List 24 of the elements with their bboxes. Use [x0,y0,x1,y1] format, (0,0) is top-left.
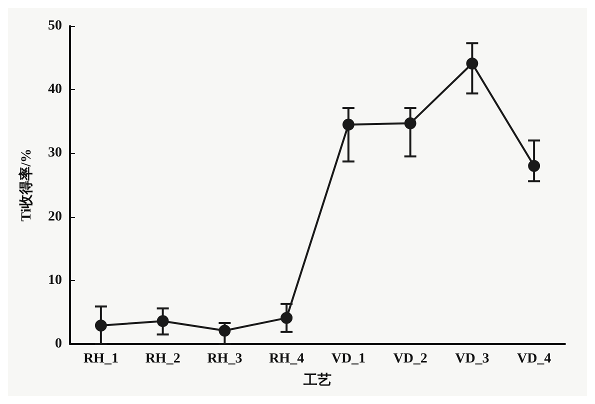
point [528,160,540,172]
y-tick-label: 0 [55,336,62,352]
x-tick-label: RH_1 [83,352,118,366]
x-tick-label: VD_4 [516,352,552,366]
y-axis-title: Ti收得率/% [18,148,34,222]
y-tick-label: 50 [48,18,62,34]
point [156,315,169,328]
x-tick-label: RH_2 [145,352,180,366]
x-tick-label: VD_3 [455,352,490,366]
point [280,312,293,324]
x-tick-label: VD_1 [331,352,366,366]
x-axis-title: 工艺 [302,372,332,388]
x-tick-label: VD_2 [393,352,428,366]
point [342,118,354,131]
y-tick-label: 20 [48,209,62,224]
x-tick-label: RH_3 [207,352,242,366]
point [94,320,107,332]
y-tick-label: 10 [48,272,62,288]
point [218,324,231,337]
y-tick-label: 30 [48,146,62,161]
point [404,117,416,130]
point [466,58,478,70]
x-tick-label: RH_4 [269,352,304,366]
y-tick-label: 40 [48,82,62,98]
